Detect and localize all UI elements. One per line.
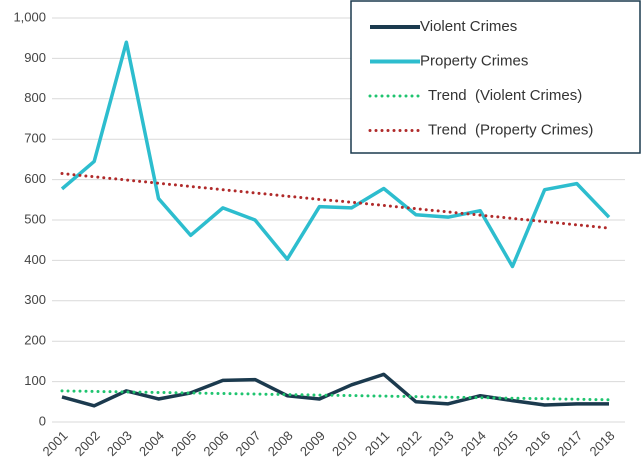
legend-label: Violent Crimes <box>420 18 517 35</box>
x-tick-label: 2003 <box>104 428 135 459</box>
data-line <box>60 40 611 269</box>
x-tick-label: 2010 <box>329 428 360 459</box>
x-tick-label: 2013 <box>426 428 457 459</box>
x-tick-label: 2008 <box>265 428 296 459</box>
x-tick-label: 2005 <box>168 428 199 459</box>
y-tick-label: 200 <box>24 333 46 348</box>
y-tick-label: 700 <box>24 131 46 146</box>
x-tick-label: 2017 <box>554 428 585 459</box>
legend-label: Property Crimes <box>420 52 528 69</box>
x-tick-label: 2015 <box>490 428 521 459</box>
legend-label: Trend (Violent Crimes) <box>428 87 582 104</box>
x-tick-label: 2012 <box>393 428 424 459</box>
x-tick-label: 2004 <box>136 428 167 459</box>
y-tick-label: 1,000 <box>13 9 46 24</box>
y-tick-label: 800 <box>24 90 46 105</box>
data-line <box>61 372 609 408</box>
y-tick-label: 900 <box>24 50 46 65</box>
y-tick-label: 100 <box>24 373 46 388</box>
y-tick-label: 500 <box>24 211 46 226</box>
x-tick-label: 2011 <box>362 428 392 458</box>
y-tick-label: 300 <box>24 292 46 307</box>
y-tick-label: 400 <box>24 252 46 267</box>
trend-line <box>60 172 611 230</box>
y-tick-label: 0 <box>39 413 46 428</box>
x-tick-label: 2016 <box>522 428 553 459</box>
x-tick-label: 2009 <box>297 428 328 459</box>
y-tick-label: 600 <box>24 171 46 186</box>
x-tick-label: 2001 <box>39 428 70 459</box>
x-tick-label: 2018 <box>586 428 617 459</box>
x-tick-label: 2007 <box>233 428 264 459</box>
trend-line <box>60 389 611 402</box>
x-tick-label: 2014 <box>458 428 489 459</box>
x-tick-label: 2006 <box>200 428 231 459</box>
x-tick-label: 2002 <box>72 428 103 459</box>
legend-label: Trend (Property Crimes) <box>428 121 593 138</box>
